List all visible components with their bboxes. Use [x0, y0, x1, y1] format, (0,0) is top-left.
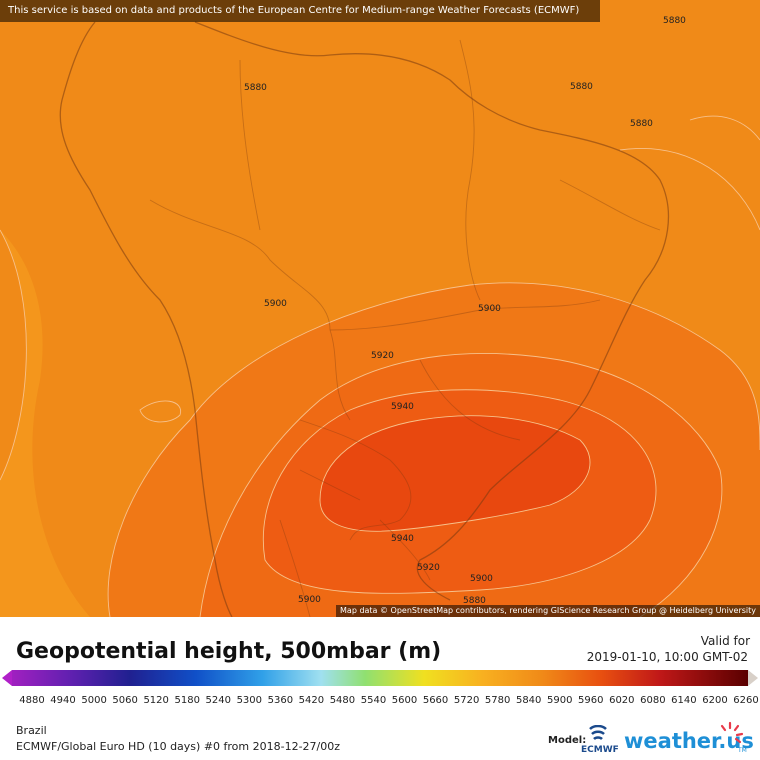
scale-tick-label: 6080: [640, 695, 666, 706]
contour-label: 5900: [478, 304, 501, 314]
scale-tick-label: 5000: [81, 695, 107, 706]
ecmwf-logo-text: ECMWF: [581, 745, 619, 755]
contour-label: 5940: [391, 402, 414, 412]
scale-tick-label: 4940: [50, 695, 76, 706]
contour-label: 5940: [391, 534, 414, 544]
scale-min-arrow: [2, 670, 12, 686]
contour-label: 5900: [470, 574, 493, 584]
scale-tick-label: 6140: [671, 695, 697, 706]
valid-time: 2019-01-10, 10:00 GMT-02: [586, 650, 748, 664]
contour-label: 5920: [371, 351, 394, 361]
map-title: Geopotential height, 500mbar (m): [16, 639, 442, 664]
contour-label: 5900: [298, 595, 321, 605]
contour-label: 5880: [463, 596, 486, 606]
contour-label: 5880: [630, 119, 653, 129]
coastline: [59, 21, 670, 617]
scale-max-arrow: [748, 670, 758, 686]
scale-tick-label: 6260: [733, 695, 759, 706]
map-view[interactable]: 5880 5880 5880 5880 5900 5900 5920 5940 …: [0, 0, 760, 617]
contour-label: 5880: [570, 82, 593, 92]
weather-us-logo[interactable]: weather.us: [624, 729, 754, 753]
scale-tick-label: 5060: [112, 695, 138, 706]
contour-lines: [0, 115, 760, 617]
field-max-area: [320, 415, 590, 532]
scale-tick-label: 5240: [205, 695, 231, 706]
scale-gradient: [12, 670, 748, 686]
valid-for-label: Valid for: [700, 634, 750, 648]
borders: [149, 39, 661, 617]
contour-label: 5900: [264, 299, 287, 309]
scale-tick-label: 5480: [329, 695, 356, 706]
scale-tick-label: 5660: [422, 695, 449, 706]
region-name: Brazil: [16, 724, 47, 737]
sun-icon: [720, 721, 744, 744]
contour-label: 5880: [663, 16, 686, 26]
legend-panel: Geopotential height, 500mbar (m) Valid f…: [0, 617, 760, 760]
scale-tick-label: 5900: [547, 695, 573, 706]
scale-tick-label: 4880: [19, 695, 45, 706]
scale-tick-label: 5420: [298, 695, 325, 706]
scale-tick-label: 5720: [453, 695, 480, 706]
scale-tick-label: 5600: [391, 695, 418, 706]
scale-tick-label: 5360: [267, 695, 294, 706]
scale-tick-label: 5960: [578, 695, 604, 706]
scale-tick-label: 5780: [484, 695, 511, 706]
contour-label: 5920: [417, 563, 440, 573]
scale-tick-label: 6200: [702, 695, 728, 706]
contour-label: 5880: [244, 83, 267, 93]
model-label: Model:: [548, 735, 587, 746]
scale-tick-label: 5840: [515, 695, 542, 706]
ecmwf-logo-icon: [589, 725, 607, 740]
map-attribution[interactable]: Map data © OpenStreetMap contributors, r…: [336, 605, 760, 617]
scale-tick-label: 5540: [360, 695, 387, 706]
color-scale-ticks: 4880 4940 5000 5060 5120 5180 5240 5300 5360 5420…: [0, 695, 760, 709]
geopotential-field: 5880 5880 5880 5880 5900 5900 5920 5940 …: [0, 0, 760, 617]
scale-tick-label: 6020: [609, 695, 635, 706]
field-low-west: [0, 230, 90, 617]
scale-tick-label: 5300: [236, 695, 263, 706]
trademark-mark: TM: [738, 747, 747, 754]
color-scale-bar: [2, 670, 758, 686]
scale-tick-label: 5180: [174, 695, 200, 706]
ecmwf-notice-banner: This service is based on data and produc…: [0, 0, 600, 22]
scale-tick-label: 5120: [143, 695, 169, 706]
model-run-info: ECMWF/Global Euro HD (10 days) #0 from 2…: [16, 740, 341, 753]
